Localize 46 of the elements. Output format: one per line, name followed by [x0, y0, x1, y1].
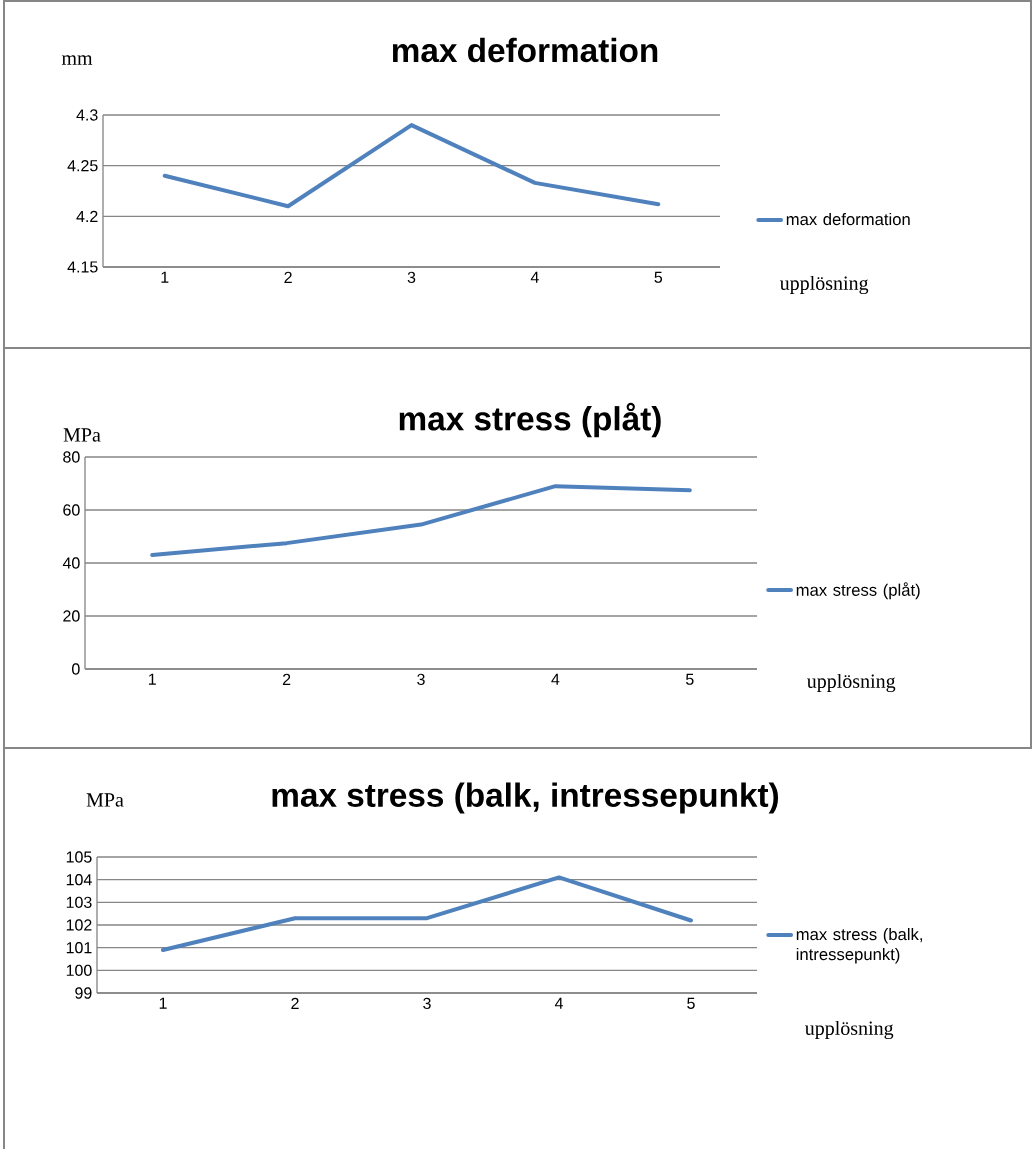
y-tick-label: 4.2: [76, 210, 98, 222]
y-tick-label: 104: [66, 874, 92, 886]
chart-title: max stress (balk, intressepunkt): [272, 782, 779, 814]
y-tick-label: 100: [66, 964, 92, 976]
y-tick-label: 103: [66, 896, 92, 908]
x-tick-label: 2: [291, 997, 299, 1009]
x-tick-label: 5: [687, 997, 695, 1009]
x-tick-label: 3: [423, 997, 431, 1010]
x-tick-label: 2: [282, 673, 291, 685]
line-series: [150, 484, 692, 558]
y-tick-label: 102: [66, 919, 92, 931]
y-tick-label: 105: [66, 851, 92, 863]
x-tick-label: 3: [407, 271, 416, 284]
x-axis-title: upplösning: [805, 1020, 894, 1040]
x-tick-label: 2: [284, 271, 292, 283]
legend-label: max deformation: [786, 212, 910, 226]
y-axis-title: MPa: [86, 793, 124, 807]
y-tick-label: 80: [63, 451, 80, 463]
legend-label: max stress (plåt): [796, 582, 920, 600]
y-tick-label: 40: [62, 557, 80, 569]
y-tick-label: 4.15: [67, 261, 98, 273]
y-axis-title: MPa: [63, 428, 101, 442]
y-axis-title: mm: [61, 55, 93, 65]
y-tick-label: 4.3: [76, 109, 98, 121]
x-tick-label: 5: [686, 673, 694, 685]
x-axis-title: upplösning: [807, 673, 896, 693]
chart-title: max deformation: [392, 37, 658, 63]
x-tick-label: 3: [417, 673, 425, 686]
x-tick-label: 1: [161, 271, 169, 283]
y-tick-label: 99: [75, 987, 92, 999]
x-tick-label: 4: [554, 997, 563, 1009]
x-axis-title: upplösning: [779, 275, 869, 295]
chart-title: max stress (plåt): [399, 402, 661, 438]
line-series: [161, 875, 693, 952]
y-tick-label: 4.25: [67, 160, 98, 172]
y-tick-label: 60: [63, 504, 80, 516]
y-tick-label: 20: [63, 610, 80, 622]
legend-label: max stress (balk, intressepunkt): [796, 927, 922, 964]
x-tick-label: 4: [551, 673, 560, 685]
y-tick-label: 101: [66, 942, 92, 954]
x-tick-label: 4: [530, 271, 539, 283]
line-series: [162, 123, 661, 209]
x-tick-label: 1: [148, 673, 156, 685]
y-tick-label: 0: [72, 663, 80, 675]
x-tick-label: 1: [159, 997, 167, 1009]
x-tick-label: 5: [654, 271, 663, 283]
